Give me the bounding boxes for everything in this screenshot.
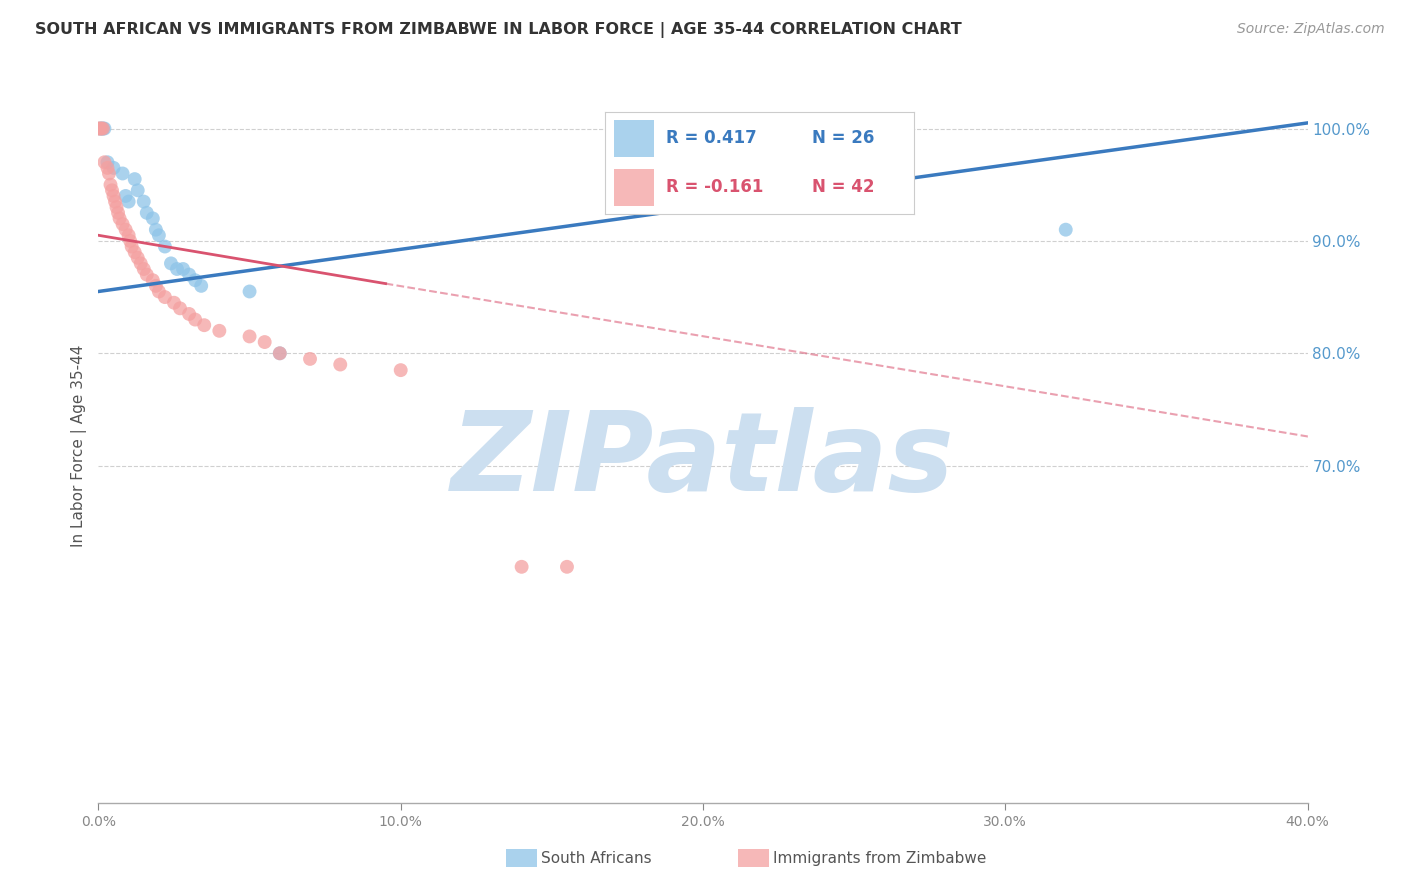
Point [555, 559, 578, 574]
Point [135, 206, 157, 220]
Point [124, 245, 146, 260]
Point [153, 290, 176, 304]
Point [105, 200, 128, 214]
Text: N = 42: N = 42 [811, 178, 875, 196]
Point [121, 239, 143, 253]
Point [132, 194, 155, 209]
Point [93, 155, 115, 169]
Point [142, 273, 165, 287]
Point [91, 121, 114, 136]
Point [193, 318, 215, 333]
Point [179, 307, 201, 321]
Text: Source: ZipAtlas.com: Source: ZipAtlas.com [1237, 22, 1385, 37]
Bar [614, 120, 654, 157]
Point [98, 166, 121, 180]
Point [208, 324, 231, 338]
Point [166, 262, 188, 277]
Text: Immigrants from Zimbabwe: Immigrants from Zimbabwe [773, 851, 987, 865]
Point [253, 334, 276, 349]
Point [510, 559, 533, 574]
Point [111, 217, 134, 231]
Point [118, 194, 141, 209]
Text: R = -0.161: R = -0.161 [666, 178, 763, 196]
Point [108, 211, 131, 226]
Text: SOUTH AFRICAN VS IMMIGRANTS FROM ZIMBABWE IN LABOR FORCE | AGE 35-44 CORRELATION: SOUTH AFRICAN VS IMMIGRANTS FROM ZIMBABW… [35, 22, 962, 38]
Point [89, 121, 111, 136]
Point [190, 278, 212, 293]
Point [93, 121, 115, 136]
Point [299, 351, 322, 366]
Point [239, 329, 262, 343]
Point [184, 273, 207, 287]
Point [389, 363, 412, 377]
Point [129, 256, 152, 270]
Point [87, 121, 110, 136]
Point [91, 121, 114, 136]
Point [145, 222, 167, 236]
Point [118, 228, 141, 243]
Point [107, 206, 129, 220]
Text: ZIPatlas: ZIPatlas [451, 407, 955, 514]
Point [90, 121, 112, 136]
Point [179, 268, 201, 282]
Point [160, 256, 183, 270]
Point [269, 346, 291, 360]
Bar [614, 169, 654, 206]
Text: South Africans: South Africans [541, 851, 652, 865]
Point [329, 358, 352, 372]
Point [132, 262, 155, 277]
Point [153, 239, 176, 253]
Point [103, 189, 125, 203]
Point [114, 222, 136, 236]
Point [100, 178, 122, 192]
Point [96, 155, 118, 169]
Point [124, 172, 146, 186]
Point [148, 228, 170, 243]
Y-axis label: In Labor Force | Age 35-44: In Labor Force | Age 35-44 [72, 345, 87, 547]
Point [104, 194, 127, 209]
Point [120, 234, 142, 248]
Point [148, 285, 170, 299]
Point [145, 278, 167, 293]
Point [163, 295, 186, 310]
Point [90, 121, 112, 136]
Point [269, 346, 291, 360]
Point [135, 268, 157, 282]
Point [101, 183, 124, 197]
Point [89, 121, 111, 136]
Point [1054, 222, 1077, 236]
Point [127, 183, 149, 197]
Text: N = 26: N = 26 [811, 129, 875, 147]
Point [184, 312, 207, 326]
Point [96, 161, 118, 175]
Point [142, 211, 165, 226]
Point [103, 161, 125, 175]
Point [169, 301, 191, 316]
Point [127, 251, 149, 265]
Text: R = 0.417: R = 0.417 [666, 129, 758, 147]
Point [111, 166, 134, 180]
Point [239, 285, 262, 299]
Point [172, 262, 194, 277]
Point [114, 189, 136, 203]
